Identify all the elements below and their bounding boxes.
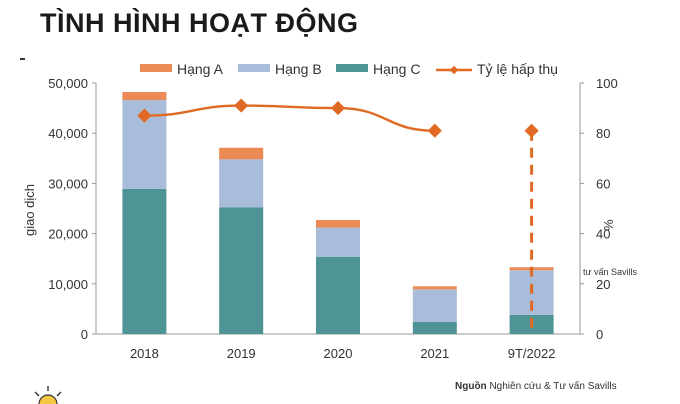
page-title: TÌNH HÌNH HOẠT ĐỘNG	[40, 8, 359, 38]
legend-swatch	[238, 64, 270, 72]
bar-hạng-a	[316, 220, 360, 228]
source-note: Nguồn Nghiên cứu & Tư vấn Savills	[455, 381, 617, 392]
bar-hạng-b	[219, 159, 264, 208]
source-label: Nguồn	[455, 381, 487, 392]
x-tick-label: 2019	[227, 346, 256, 361]
bar-hạng-a	[122, 92, 167, 101]
y-tick-label: 10,000	[48, 277, 88, 292]
decorative-dash	[20, 58, 25, 60]
y2-tick-label: 100	[596, 76, 618, 91]
x-tick-label: 2020	[324, 346, 353, 361]
bar-hạng-c	[122, 188, 167, 334]
bar-hạng-c	[219, 207, 264, 334]
bar-hạng-b	[412, 289, 457, 322]
line-absorption-rate	[144, 104, 435, 132]
legend-label: Hạng A	[177, 61, 224, 77]
y-tick-label: 40,000	[48, 126, 88, 141]
stray-source-label: tư vấn Savills	[583, 267, 638, 277]
legend-line-marker	[449, 65, 459, 75]
y2-tick-label: 0	[596, 327, 603, 342]
legend-swatch	[140, 64, 172, 72]
y-tick-label: 30,000	[48, 176, 88, 191]
x-tick-label: 9T/2022	[508, 346, 556, 361]
y2-axis-label: %	[601, 219, 616, 231]
source-text: Nghiên cứu & Tư vấn Savills	[489, 381, 617, 392]
y-tick-label: 20,000	[48, 227, 88, 242]
legend-label: Tỷ lệ hấp thụ	[477, 61, 558, 77]
y2-tick-label: 40	[596, 227, 610, 242]
bar-hạng-c	[316, 256, 360, 334]
y-tick-label: 0	[81, 327, 88, 342]
x-tick-label: 2018	[130, 346, 159, 361]
sun-icon	[30, 384, 66, 404]
legend-label: Hạng B	[275, 61, 322, 77]
line-point	[427, 123, 442, 138]
legend-swatch	[336, 64, 368, 72]
y2-tick-label: 20	[596, 277, 610, 292]
bar-hạng-a	[219, 147, 264, 160]
bar-hạng-a	[412, 286, 457, 290]
line-point	[330, 101, 346, 116]
bar-hạng-c	[412, 321, 457, 334]
y-tick-label: 50,000	[48, 76, 88, 91]
x-tick-label: 2021	[420, 346, 449, 361]
y-axis-label: giao dịch	[22, 184, 37, 236]
line-point	[234, 98, 249, 113]
y2-tick-label: 80	[596, 126, 610, 141]
y2-tick-label: 60	[596, 176, 610, 191]
legend-label: Hạng C	[373, 61, 420, 77]
bar-hạng-b	[316, 227, 360, 257]
